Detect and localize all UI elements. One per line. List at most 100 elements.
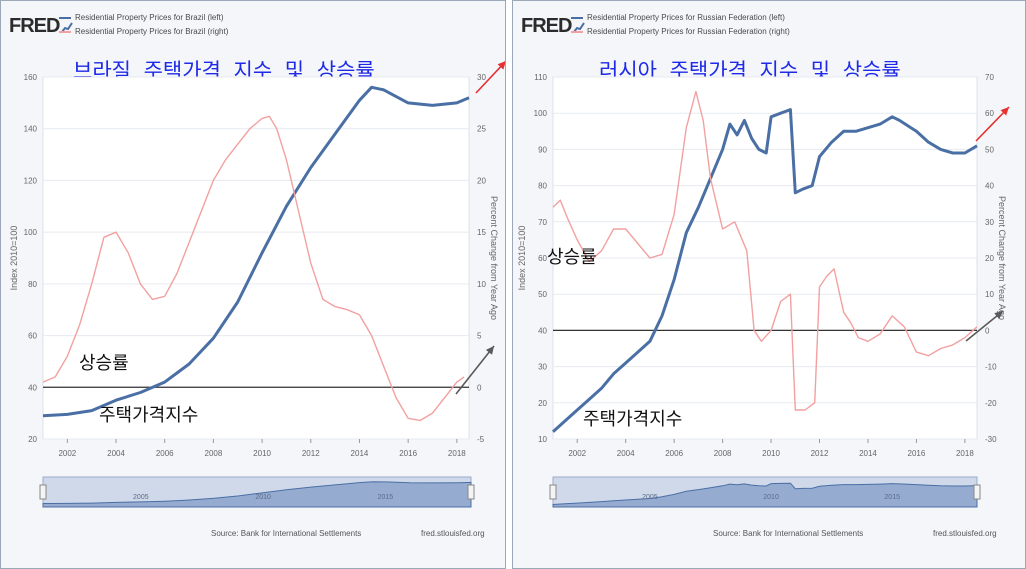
left-tick-label: 30: [538, 363, 547, 372]
x-tick-label: 2008: [714, 449, 732, 458]
legend-swatch-rate: [59, 31, 71, 33]
navigator-tick-label: 2005: [133, 494, 149, 501]
source-label: Source: Bank for International Settlemen…: [713, 529, 864, 538]
left-tick-label: 120: [24, 176, 38, 185]
right-tick-label: 30: [985, 218, 994, 227]
navigator-tick-label: 2015: [884, 494, 900, 501]
right-tick-label: 20: [985, 254, 994, 263]
chart-svg: 110100908070605040302010706050403020100-…: [517, 73, 1010, 508]
left-tick-label: 50: [538, 290, 547, 299]
navigator-tick-label: 2005: [642, 494, 658, 501]
x-tick-label: 2018: [448, 449, 466, 458]
x-tick-label: 2010: [253, 449, 271, 458]
right-tick-label: -20: [985, 399, 997, 408]
left-tick-label: 80: [538, 182, 547, 191]
y-axis-label-left: Index 2010=100: [9, 226, 19, 291]
legend-item-rate[interactable]: Residential Property Prices for Russian …: [571, 25, 790, 39]
left-tick-label: 60: [28, 332, 37, 341]
left-tick-label: 90: [538, 145, 547, 154]
left-tick-label: 20: [28, 435, 37, 444]
right-tick-label: 60: [985, 109, 994, 118]
x-tick-label: 2006: [665, 449, 683, 458]
right-tick-label: -30: [985, 435, 997, 444]
legend-label-level: Residential Property Prices for Russian …: [587, 13, 785, 22]
right-tick-label: -10: [985, 363, 997, 372]
right-tick-label: 70: [985, 73, 994, 82]
fred-logo-text: FRED: [9, 15, 60, 37]
fred-logo-text: FRED: [521, 15, 572, 37]
x-tick-label: 2012: [811, 449, 829, 458]
left-tick-label: 160: [24, 73, 38, 82]
x-tick-label: 2010: [762, 449, 780, 458]
series-line-rate: [42, 115, 465, 422]
x-tick-label: 2002: [58, 449, 76, 458]
x-tick-label: 2018: [956, 449, 974, 458]
y-axis-label-left: Index 2010=100: [517, 226, 527, 291]
right-tick-label: 40: [985, 182, 994, 191]
y-axis-label-right: Percent Change from Year Ago: [997, 196, 1007, 320]
x-tick-label: 2006: [156, 449, 174, 458]
legend: Residential Property Prices for Brazil (…: [59, 11, 228, 39]
right-tick-label: 30: [477, 73, 486, 82]
left-tick-label: 40: [538, 326, 547, 335]
left-tick-label: 60: [538, 254, 547, 263]
right-tick-label: 5: [477, 332, 482, 341]
right-tick-label: 10: [985, 290, 994, 299]
right-tick-label: 0: [985, 326, 990, 335]
chart-plot-group: 110100908070605040302010706050403020100-…: [517, 73, 1010, 508]
navigator-handle-left[interactable]: [549, 484, 557, 500]
series-line-rate: [552, 90, 978, 411]
x-tick-label: 2004: [617, 449, 635, 458]
chart-panel-russia: FRED Residential Property Prices for Rus…: [512, 0, 1026, 569]
source-label: Source: Bank for International Settlemen…: [211, 529, 362, 538]
legend-swatch-level: [59, 17, 71, 19]
legend-swatch-rate: [571, 31, 583, 33]
legend-item-level[interactable]: Residential Property Prices for Russian …: [571, 11, 790, 25]
right-tick-label: 50: [985, 145, 994, 154]
navigator-tick-label: 2010: [763, 494, 779, 501]
annotation-index-label: 주택가격지수: [99, 405, 198, 426]
legend-item-rate[interactable]: Residential Property Prices for Brazil (…: [59, 25, 228, 39]
left-tick-label: 70: [538, 218, 547, 227]
x-tick-label: 2014: [859, 449, 877, 458]
x-tick-label: 2016: [399, 449, 417, 458]
legend-item-level[interactable]: Residential Property Prices for Brazil (…: [59, 11, 228, 25]
navigator-handle-left[interactable]: [39, 484, 47, 500]
fred-chart-logo-icon: [61, 22, 74, 33]
legend-label-rate: Residential Property Prices for Brazil (…: [75, 27, 229, 36]
chart-panel-brazil: FRED Residential Property Prices for Bra…: [0, 0, 506, 569]
x-tick-label: 2016: [908, 449, 926, 458]
right-tick-label: 15: [477, 228, 486, 237]
annotation-arrow-gray-head: [994, 311, 1003, 320]
left-tick-label: 140: [24, 125, 38, 134]
left-tick-label: 10: [538, 435, 547, 444]
panel-divider: [506, 0, 512, 569]
navigator-handle-right[interactable]: [973, 484, 981, 500]
annotation-index-label: 주택가격지수: [583, 409, 682, 430]
navigator-series-area: [552, 482, 978, 508]
annotation-rate-label: 상승률: [79, 353, 129, 374]
x-tick-label: 2004: [107, 449, 125, 458]
fred-logo[interactable]: FRED: [521, 15, 586, 38]
x-tick-label: 2002: [568, 449, 586, 458]
left-tick-label: 20: [538, 399, 547, 408]
annotation-arrow-red-head: [497, 61, 505, 70]
navigator-handle-right[interactable]: [467, 484, 475, 500]
navigator-tick-label: 2015: [378, 494, 394, 501]
annotation-arrow-gray: [455, 345, 495, 395]
fred-logo[interactable]: FRED: [9, 15, 74, 38]
annotation-arrow-gray-head: [485, 346, 494, 355]
series-line-index: [42, 85, 470, 418]
right-tick-label: 10: [477, 280, 486, 289]
left-tick-label: 100: [24, 228, 38, 237]
fred-chart-logo-icon: [573, 22, 586, 33]
legend-label-level: Residential Property Prices for Brazil (…: [75, 13, 224, 22]
source-url[interactable]: fred.stlouisfed.org: [421, 529, 485, 538]
y-axis-label-right: Percent Change from Year Ago: [489, 196, 499, 320]
series-line-index: [551, 108, 978, 433]
annotation-arrow-red-head: [1000, 107, 1009, 116]
x-tick-label: 2012: [302, 449, 320, 458]
source-url[interactable]: fred.stlouisfed.org: [933, 529, 997, 538]
left-tick-label: 110: [534, 73, 547, 82]
